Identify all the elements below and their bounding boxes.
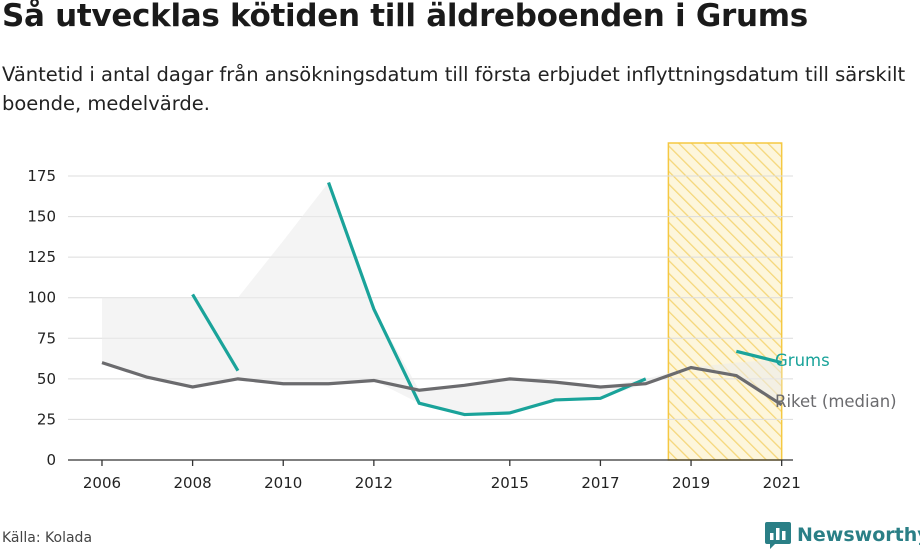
- y-tick-label: 175: [27, 167, 56, 185]
- y-tick-label: 50: [37, 370, 56, 388]
- x-tick-label: 2012: [355, 474, 393, 492]
- riket-median-line: [101, 361, 783, 407]
- y-tick-label: 75: [37, 329, 56, 347]
- series-label: Grums: [775, 351, 830, 370]
- brand-name: Newsworthy: [797, 524, 920, 546]
- series-label: Riket (median): [775, 392, 897, 411]
- grums-line: [327, 181, 647, 417]
- x-tick-label: 2008: [174, 474, 212, 492]
- x-tick-label: 2010: [264, 474, 302, 492]
- chart-subtitle: Väntetid i antal dagar från ansökningsda…: [2, 63, 906, 115]
- grums-line: [191, 293, 240, 372]
- x-tick-label: 2006: [83, 474, 121, 492]
- chart-title: Så utvecklas kötiden till äldreboenden i…: [2, 0, 808, 34]
- y-tick-label: 0: [46, 451, 56, 469]
- source-note: Källa: Kolada: [2, 530, 93, 546]
- x-tick-label: 2019: [672, 474, 710, 492]
- x-tick-label: 2017: [581, 474, 619, 492]
- x-tick-label: 2021: [763, 474, 801, 492]
- y-tick-label: 25: [37, 410, 56, 428]
- x-tick-label: 2015: [491, 474, 529, 492]
- y-tick-label: 150: [27, 208, 56, 226]
- newsworthy-icon: [765, 522, 791, 549]
- grums-line: [735, 349, 783, 365]
- y-tick-label: 100: [27, 289, 56, 307]
- newsworthy-logo: Newsworthy: [765, 519, 920, 551]
- y-tick-label: 125: [27, 248, 56, 266]
- range-band: [102, 182, 782, 415]
- forecast-region: [667, 142, 783, 461]
